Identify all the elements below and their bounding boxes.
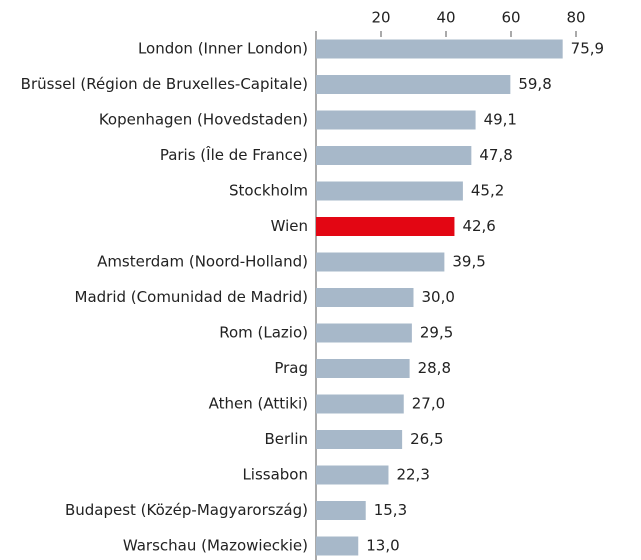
x-tick-label: 40: [436, 9, 455, 27]
bar: [316, 252, 445, 272]
value-label: 39,5: [452, 253, 485, 271]
value-label: 13,0: [366, 537, 399, 555]
y-tick-label: Lissabon: [242, 466, 308, 484]
y-tick-label: Prag: [274, 359, 308, 377]
bar: [316, 217, 455, 236]
y-tick-label: Kopenhagen (Hovedstaden): [99, 111, 308, 129]
y-tick-label: Brüssel (Région de Bruxelles-Capitale): [21, 75, 308, 93]
bar: [316, 110, 476, 130]
value-label: 30,0: [422, 288, 455, 306]
bar: [316, 75, 511, 94]
bar: [316, 465, 389, 485]
value-label: 29,5: [420, 324, 453, 342]
y-tick-label: Paris (Île de France): [160, 145, 308, 164]
bar: [316, 536, 359, 556]
value-label: 75,9: [571, 40, 604, 58]
bar: [316, 394, 404, 414]
value-label: 22,3: [396, 466, 429, 484]
value-label: 28,8: [418, 359, 451, 377]
bar: [316, 181, 463, 201]
value-label: 45,2: [471, 182, 504, 200]
value-label: 47,8: [479, 146, 512, 164]
bar: [316, 359, 410, 378]
y-tick-label: Warschau (Mazowieckie): [123, 537, 308, 555]
bar: [316, 323, 412, 343]
bar: [316, 288, 414, 307]
y-tick-label: Budapest (Közép-Magyarország): [65, 501, 308, 519]
x-tick-label: 20: [371, 9, 390, 27]
y-tick-label: Wien: [271, 217, 308, 235]
x-tick-label: 60: [501, 9, 520, 27]
y-tick-label: Amsterdam (Noord-Holland): [97, 253, 308, 271]
bar: [316, 430, 403, 449]
y-tick-label: Rom (Lazio): [219, 324, 308, 342]
bar: [316, 501, 366, 520]
value-label: 59,8: [518, 75, 551, 93]
value-label: 26,5: [410, 430, 443, 448]
y-tick-label: Madrid (Comunidad de Madrid): [75, 288, 308, 306]
value-label: 49,1: [484, 111, 517, 129]
y-tick-label: London (Inner London): [138, 40, 308, 58]
bar: [316, 39, 563, 59]
value-label: 27,0: [412, 395, 445, 413]
y-tick-label: Athen (Attiki): [209, 395, 308, 413]
y-tick-label: Berlin: [264, 430, 308, 448]
bar: [316, 146, 472, 165]
y-tick-label: Stockholm: [229, 182, 308, 200]
value-label: 42,6: [462, 217, 495, 235]
x-tick-label: 80: [566, 9, 585, 27]
value-label: 15,3: [374, 501, 407, 519]
